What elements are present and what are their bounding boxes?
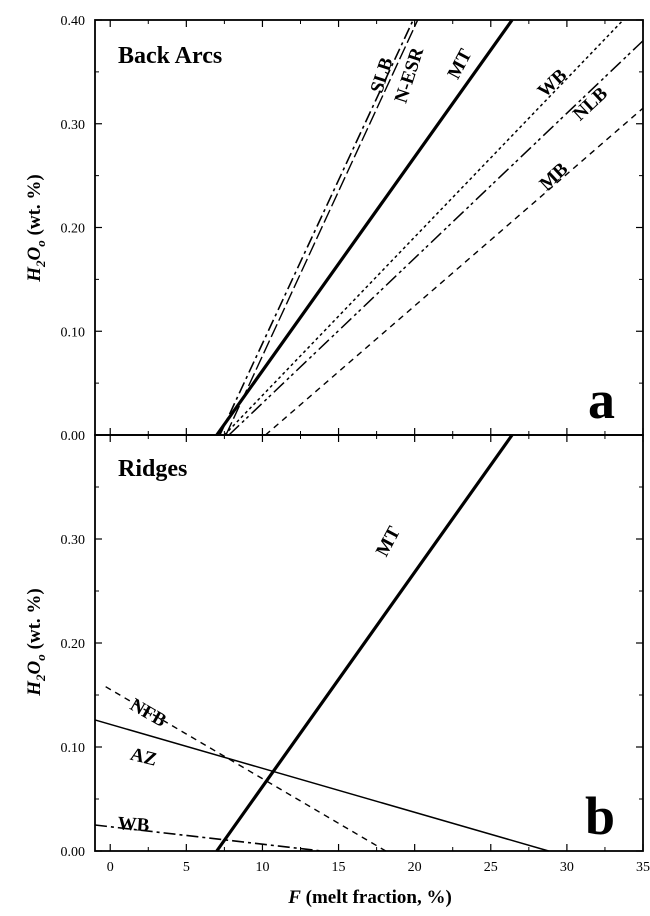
panel-b-ticks: 0.00 0.10 0.20 0.30 0 5 10 15 20 25 30 35 (61, 435, 650, 875)
panel-a-title: Back Arcs (118, 43, 222, 69)
series-label-mt: MT (372, 523, 405, 560)
panel-b-series (94, 434, 549, 852)
ylabel-a-o: O (24, 246, 45, 260)
ylabel-b-sub1: 2 (33, 674, 48, 682)
panel-b: 0.00 0.10 0.20 0.30 0 5 10 15 20 25 30 35 MT NFB AZ WB… (61, 434, 650, 875)
series-line-wb (94, 824, 322, 852)
y-tick-label: 0.00 (61, 845, 86, 860)
series-line-mt (215, 434, 514, 852)
y-tick-label: 0.30 (61, 533, 86, 548)
x-tick-label: 0 (107, 860, 114, 875)
x-tick-label: 30 (560, 860, 574, 875)
y-tick-label: 0.10 (61, 325, 86, 340)
series-label-mb: MB (536, 158, 573, 194)
ylabel-a-sub1: 2 (33, 260, 48, 268)
x-tick-label: 35 (636, 860, 650, 875)
series-label-nlb: NLB (569, 83, 612, 125)
x-tick-label: 10 (255, 860, 269, 875)
panel-a-ylabel: H2Oo (wt. %) (24, 174, 48, 282)
x-tick-label: 20 (408, 860, 422, 875)
series-label-wb: WB (534, 65, 572, 102)
y-tick-label: 0.40 (61, 14, 86, 29)
ylabel-b-sub2: o (33, 654, 48, 661)
ylabel-a-rest: (wt. %) (24, 174, 45, 240)
series-line-mb (265, 107, 644, 436)
panel-a-series (215, 19, 644, 436)
panel-b-title: Ridges (118, 456, 187, 482)
y-tick-label: 0.10 (61, 741, 86, 756)
xlabel-rest: (melt fraction, %) (301, 887, 452, 908)
series-label-nfb: NFB (126, 695, 170, 732)
series-line-az (94, 719, 549, 852)
series-label-n-esr: N-ESR (391, 45, 429, 106)
panel-a-letter: a (588, 370, 615, 430)
x-tick-label: 25 (484, 860, 498, 875)
x-tick-label: 5 (183, 860, 190, 875)
panel-b-ylabel: H2Oo (wt. %) (24, 588, 48, 696)
xlabel-f: F (287, 887, 301, 908)
series-line-nlb (228, 40, 644, 436)
ylabel-b-h: H (24, 680, 45, 697)
panel-b-frame (94, 434, 644, 852)
series-line-mt (215, 19, 514, 436)
x-tick-label: 15 (332, 860, 346, 875)
y-tick-label: 0.20 (61, 222, 86, 237)
series-line-slb (219, 19, 414, 436)
ylabel-b-rest: (wt. %) (24, 588, 45, 654)
ylabel-a-h: H (24, 266, 45, 283)
ylabel-a-sub2: o (33, 240, 48, 247)
series-label-wb: WB (117, 813, 150, 836)
y-tick-label: 0.20 (61, 637, 86, 652)
series-label-az: AZ (128, 744, 159, 771)
y-tick-label: 0.30 (61, 118, 86, 133)
series-line-n-esr (225, 19, 419, 436)
y-tick-label: 0.00 (61, 429, 86, 444)
panel-a-ticks: 0.00 0.10 0.20 0.30 0.40 (61, 14, 644, 444)
panel-b-letter: b (585, 786, 615, 846)
x-axis-title: F (melt fraction, %) (287, 887, 452, 908)
ylabel-b-o: O (24, 660, 45, 674)
